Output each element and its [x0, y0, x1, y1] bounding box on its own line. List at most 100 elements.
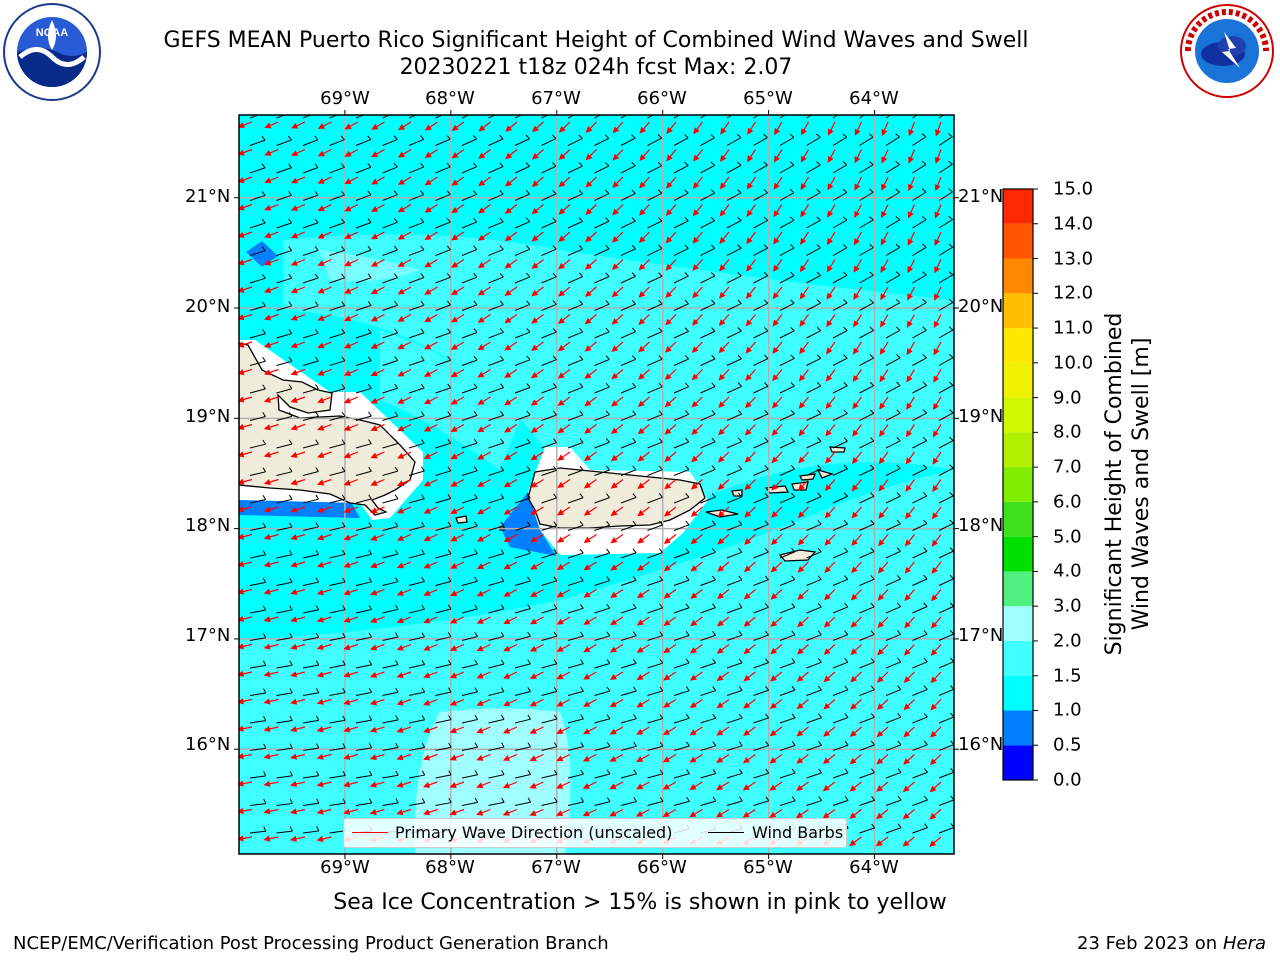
wave-arrow [664, 424, 677, 435]
wave-arrow [370, 616, 385, 623]
wave-arrow [853, 314, 863, 328]
wind-barb [408, 798, 426, 806]
wave-arrow [610, 561, 624, 571]
wind-barb [488, 411, 505, 421]
wave-arrow [396, 781, 412, 788]
wave-arrow [343, 671, 359, 678]
lat-label-right: 16°N [958, 734, 1004, 755]
wave-arrow [611, 341, 624, 353]
wind-barb [302, 356, 319, 366]
wave-arrow [423, 616, 438, 624]
wave-arrow [317, 121, 332, 129]
wind-barb [435, 715, 452, 724]
wind-barb [435, 411, 452, 421]
wave-arrow [583, 643, 597, 653]
wave-arrow [344, 313, 359, 322]
wave-arrow [849, 781, 862, 792]
wind-barb [753, 271, 769, 284]
wave-arrow [929, 809, 942, 820]
colorbar-tick-label: 13.0 [1053, 248, 1094, 270]
wave-arrow [450, 368, 465, 378]
wind-barb [594, 769, 611, 779]
wave-arrow [316, 753, 332, 760]
wind-barb [249, 633, 267, 641]
wave-arrow [636, 589, 650, 599]
wind-barb [938, 491, 954, 504]
wind-barb [488, 549, 505, 559]
wave-arrow [877, 589, 889, 601]
wind-barb [461, 466, 478, 476]
wave-arrow [263, 588, 279, 595]
wind-barb [673, 631, 690, 641]
anegada-island [829, 446, 846, 453]
wave-arrow [451, 258, 465, 268]
wind-barb [620, 658, 637, 669]
colorbar [1003, 189, 1033, 780]
wave-arrow [239, 341, 253, 348]
wind-barb [302, 770, 320, 779]
wind-barb [912, 768, 928, 779]
wind-barb [700, 520, 716, 531]
wind-barb [514, 521, 531, 531]
wave-arrow [369, 698, 385, 706]
wind-barb [620, 115, 628, 119]
wind-barb [461, 115, 470, 119]
wind-barb [408, 383, 425, 394]
wave-arrow [396, 726, 412, 733]
wind-barb [779, 161, 795, 174]
wave-arrow [878, 534, 889, 547]
wind-barb [806, 382, 822, 394]
wind-barb [620, 327, 637, 339]
wind-barb [673, 115, 681, 119]
wind-barb [302, 439, 319, 449]
wind-barb [753, 299, 769, 311]
wave-arrow [397, 203, 412, 213]
wave-arrow [316, 726, 332, 733]
wind-barb [726, 299, 742, 311]
wave-arrow [450, 478, 465, 487]
wind-barb [806, 685, 822, 696]
wave-arrow [715, 808, 730, 818]
wind-barb [355, 660, 373, 669]
wave-arrow [852, 369, 862, 383]
wind-barb [408, 715, 426, 724]
wind-barb [355, 743, 373, 751]
chart-title: GEFS MEAN Puerto Rico Significant Height… [163, 28, 1029, 53]
wave-arrow [344, 203, 359, 212]
wind-barb [700, 631, 717, 641]
wind-barb [673, 299, 689, 311]
wave-arrow [477, 286, 491, 296]
wave-arrow [290, 588, 306, 595]
wind-barb [435, 273, 451, 284]
wind-barb [912, 133, 927, 146]
wind-barb [302, 163, 319, 174]
wave-arrow [370, 231, 385, 240]
wind-barb [567, 272, 584, 284]
wave-arrow [636, 698, 650, 708]
wave-arrow [316, 616, 332, 623]
wind-barb [779, 382, 795, 394]
wind-barb [700, 741, 717, 751]
wave-arrow [797, 589, 809, 601]
wave-arrow [663, 644, 677, 654]
wave-arrow [583, 671, 597, 680]
wind-barb [620, 576, 637, 586]
wind-barb [276, 494, 293, 504]
wind-barb [461, 521, 478, 531]
wind-barb [382, 770, 399, 779]
wave-arrow [691, 314, 703, 326]
wind-barb [700, 244, 716, 256]
colorbar-bin [1003, 675, 1033, 711]
wind-barb [726, 437, 743, 449]
wave-arrow [583, 533, 597, 543]
lon-label-bottom: 67°W [531, 857, 581, 878]
colorbar-tick-label: 0.0 [1053, 769, 1082, 791]
colorbar-bin [1003, 293, 1033, 329]
wave-arrow [531, 204, 544, 215]
wind-barb [302, 328, 319, 339]
wave-arrow [612, 176, 624, 189]
wave-arrow [824, 506, 836, 519]
wave-arrow [290, 341, 306, 349]
wind-barb [832, 216, 848, 229]
